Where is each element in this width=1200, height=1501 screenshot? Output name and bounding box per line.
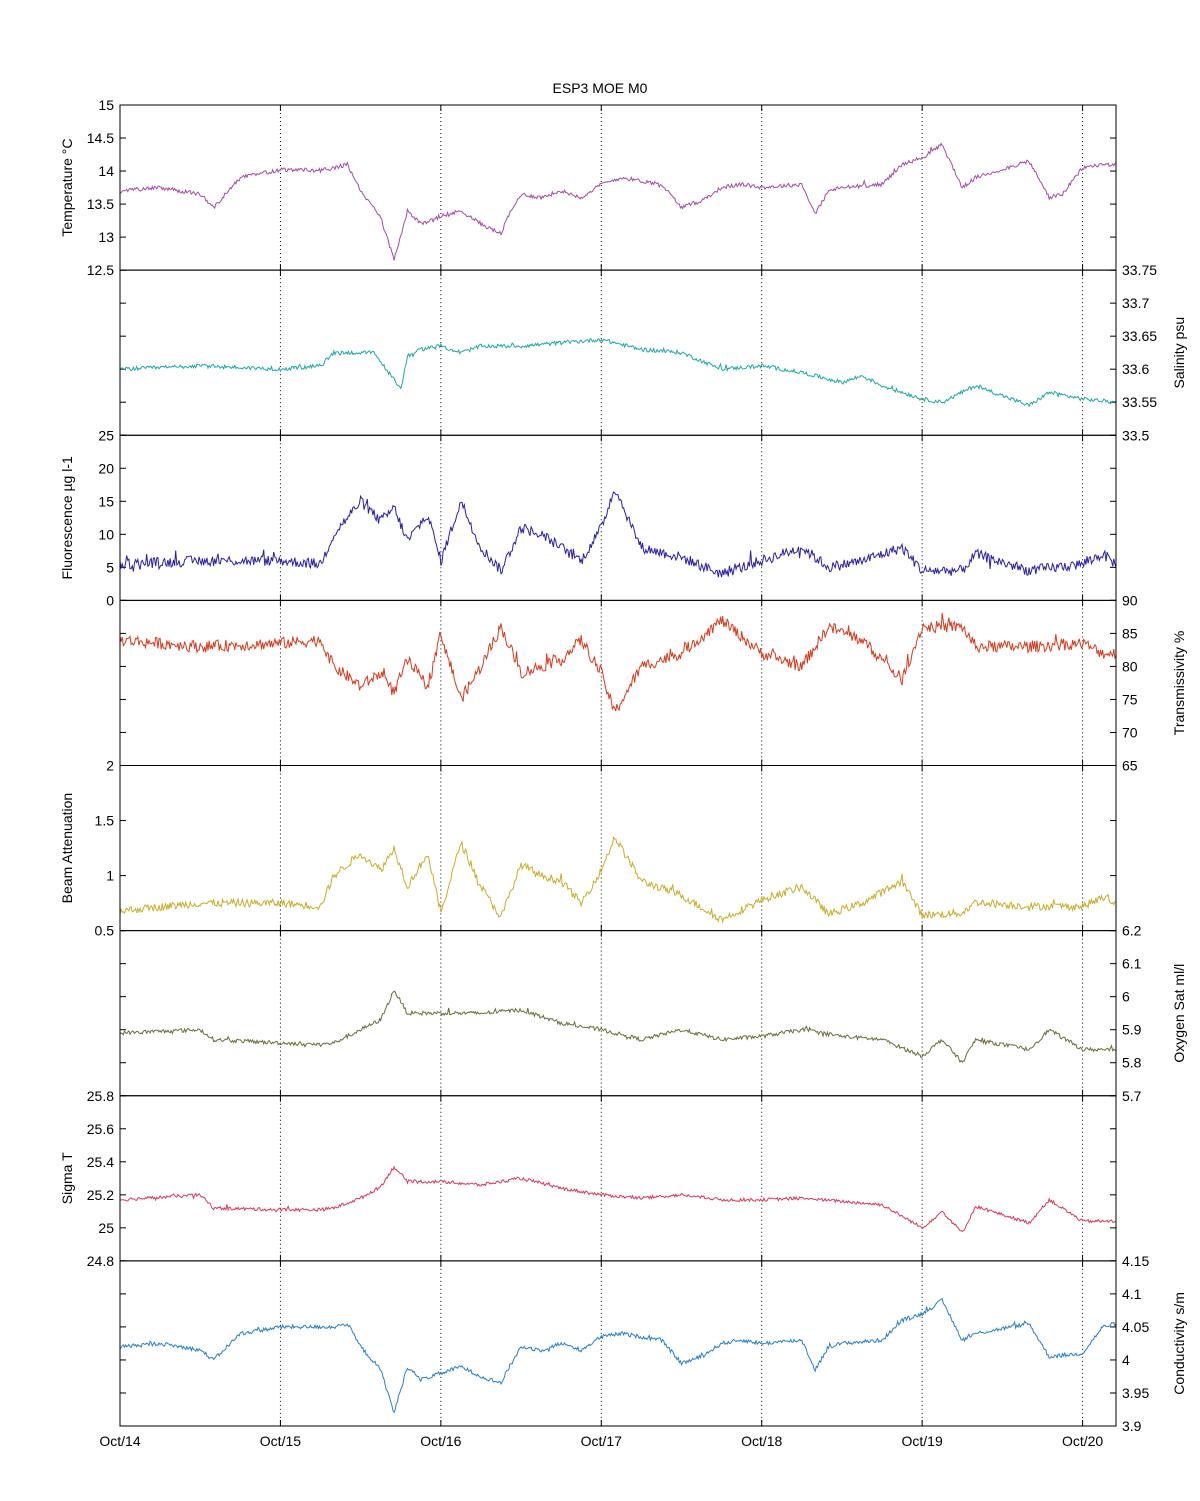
y-tick-label: 25 — [98, 427, 114, 443]
y-tick-label: 24.8 — [87, 1253, 114, 1269]
x-tick-label: Oct/17 — [581, 1433, 622, 1449]
y-tick-label: 75 — [1122, 691, 1138, 707]
y-tick-label: 10 — [98, 526, 114, 542]
y-axis-label: Salinity psu — [1171, 317, 1187, 389]
x-tick-label: Oct/20 — [1062, 1433, 1103, 1449]
series-line — [119, 990, 1117, 1064]
x-tick-label: Oct/16 — [420, 1433, 461, 1449]
y-tick-label: 5.7 — [1122, 1088, 1142, 1104]
y-tick-label: 90 — [1122, 592, 1138, 608]
y-tick-label: 25.4 — [87, 1154, 114, 1170]
y-tick-label: 80 — [1122, 658, 1138, 674]
y-tick-label: 1.5 — [95, 813, 115, 829]
y-tick-label: 25 — [98, 1220, 114, 1236]
chart-title: ESP3 MOE M0 — [553, 80, 648, 96]
y-tick-label: 14.5 — [87, 130, 114, 146]
panel-2: 33.5 33.55 33.6 33.65 33.7 33.75 Salinity psu — [119, 262, 1187, 443]
y-tick-label: 5.9 — [1122, 1022, 1142, 1038]
y-tick-label: 4 — [1122, 1352, 1130, 1368]
y-tick-label: 4.15 — [1122, 1253, 1149, 1269]
y-axis-label: Beam Attenuation — [59, 793, 75, 904]
x-tick-label: Oct/18 — [741, 1433, 782, 1449]
y-tick-label: 13.5 — [87, 196, 114, 212]
y-tick-label: 12.5 — [87, 262, 114, 278]
panel-8: 3.9 3.95 4 4.05 4.1 4.15 Conductivity s/m — [119, 1253, 1187, 1434]
y-tick-label: 3.9 — [1122, 1418, 1142, 1434]
y-tick-label: 33.65 — [1122, 328, 1157, 344]
y-axis-label: Oxygen Sat ml/l — [1171, 964, 1187, 1063]
panel-1: 12.5 13 13.5 14 14.5 15 Temperature °C — [59, 97, 1117, 278]
y-tick-label: 4.05 — [1122, 1319, 1149, 1335]
y-tick-label: 3.95 — [1122, 1385, 1149, 1401]
y-tick-label: 5 — [106, 559, 114, 575]
y-axis-label: Conductivity s/m — [1171, 1292, 1187, 1395]
y-tick-label: 0.5 — [95, 923, 115, 939]
y-axis-label: Transmissivity % — [1171, 631, 1187, 736]
panel-frame — [119, 1260, 1117, 1427]
y-tick-label: 33.7 — [1122, 295, 1149, 311]
y-tick-label: 15 — [98, 493, 114, 509]
y-tick-label: 1 — [106, 868, 114, 884]
y-tick-label: 33.6 — [1122, 361, 1149, 377]
y-tick-label: 14 — [98, 163, 114, 179]
y-tick-label: 65 — [1122, 758, 1138, 774]
series-line — [119, 1297, 1117, 1414]
y-axis-label: Fluorescence µg l-1 — [59, 456, 75, 579]
panel-5: 0.5 1 1.5 2 Beam Attenuation — [59, 758, 1117, 939]
series-line — [119, 835, 1117, 924]
x-tick-label: Oct/15 — [260, 1433, 301, 1449]
y-tick-label: 33.75 — [1122, 262, 1157, 278]
y-tick-label: 25.6 — [87, 1121, 114, 1137]
series-line — [119, 1165, 1117, 1232]
y-tick-label: 70 — [1122, 724, 1138, 740]
y-tick-label: 25.2 — [87, 1187, 114, 1203]
y-tick-label: 5.8 — [1122, 1055, 1142, 1071]
x-tick-label: Oct/14 — [99, 1433, 140, 1449]
y-tick-label: 0 — [106, 592, 114, 608]
series-line — [119, 612, 1117, 712]
y-tick-label: 33.5 — [1122, 427, 1149, 443]
y-tick-label: 13 — [98, 229, 114, 245]
y-tick-label: 15 — [98, 97, 114, 113]
series-line — [119, 142, 1117, 261]
y-tick-label: 2 — [106, 758, 114, 774]
y-tick-label: 6.1 — [1122, 956, 1142, 972]
y-axis-label: Sigma T — [59, 1152, 75, 1204]
x-tick-label: Oct/19 — [902, 1433, 943, 1449]
y-tick-label: 6.2 — [1122, 923, 1142, 939]
series-line — [119, 491, 1117, 578]
y-tick-label: 6 — [1122, 989, 1130, 1005]
panel-4: 65 70 75 80 85 90 Transmissivity % — [119, 592, 1187, 774]
y-tick-label: 4.1 — [1122, 1286, 1142, 1302]
y-tick-label: 85 — [1122, 625, 1138, 641]
y-axis-label: Temperature °C — [59, 138, 75, 236]
y-tick-label: 20 — [98, 460, 114, 476]
series-line — [119, 337, 1117, 408]
y-tick-label: 33.55 — [1122, 394, 1157, 410]
y-tick-label: 25.8 — [87, 1088, 114, 1104]
